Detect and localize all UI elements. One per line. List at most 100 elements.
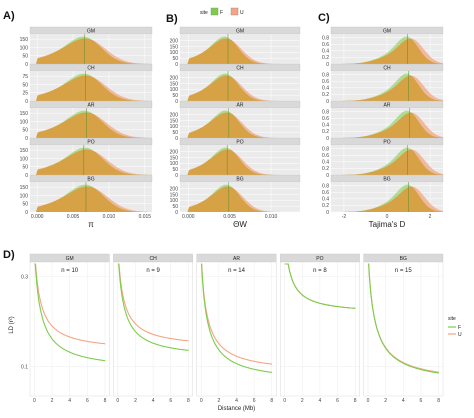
x-tick-label: 4 (152, 398, 155, 404)
ld-curve-U (34, 263, 106, 345)
y-tick-label: 0.2 (322, 92, 329, 98)
y-tick-label: 0.1 (21, 365, 28, 371)
y-tick-label: 50 (22, 128, 28, 134)
x-axis-title: Distance (Mb) (218, 406, 255, 412)
y-tick-label: 0.4 (322, 123, 329, 129)
facet-A-BG: BG 0 50 100 150 0.000 0.005 0.010 0.015 (20, 174, 153, 220)
legend-title: site (448, 316, 456, 322)
panel-letter-a: A) (3, 10, 15, 22)
y-tick-label: 0.8 (322, 35, 329, 41)
ld-facet-GM: GM n = 10 0 2 4 6 8 0.1 0.3 (21, 253, 110, 404)
sample-size-label: n = 15 (395, 268, 413, 274)
y-tick-label: 150 (20, 37, 29, 43)
facet-strip-label: PO (87, 139, 94, 145)
facet-strip-label: CH (236, 65, 244, 71)
x-tick-label: 0.010 (265, 214, 278, 220)
x-tick-label: 8 (187, 398, 190, 404)
y-tick-label: 100 (170, 161, 179, 167)
y-tick-label: 150 (170, 192, 179, 198)
x-tick-label: 0.005 (223, 214, 236, 220)
ld-curve-F (284, 263, 356, 309)
ld-facet-CH: CH n = 9 0 2 4 6 8 (113, 253, 194, 404)
y-tick-label: 50 (22, 54, 28, 60)
y-tick-label: 75 (22, 74, 28, 80)
x-axis-title: ΘW (233, 220, 247, 229)
panel-letter-c: C) (318, 12, 330, 24)
x-tick-label: 2 (51, 398, 54, 404)
facet-strip-label: AR (233, 256, 240, 262)
y-tick-label: 100 (170, 50, 179, 56)
x-tick-label: 6 (336, 398, 339, 404)
y-tick-label: 0 (326, 173, 329, 179)
ld-curve-U (118, 263, 189, 342)
x-tick-label: 0.000 (31, 214, 44, 220)
x-tick-label: 2 (429, 214, 432, 220)
sample-size-label: n = 10 (61, 268, 79, 274)
y-tick-label: 0.6 (322, 42, 329, 48)
y-tick-label: 100 (170, 198, 179, 204)
y-tick-label: 150 (170, 118, 179, 124)
legend-label-U: U (458, 332, 462, 338)
y-tick-label: 150 (170, 81, 179, 87)
x-tick-label: 0 (386, 214, 389, 220)
y-tick-label: 0 (326, 99, 329, 105)
y-tick-label: 0 (25, 99, 28, 105)
facet-strip-label: GM (87, 28, 95, 34)
facet-strip-label: AR (237, 102, 244, 108)
density-overlap (331, 112, 443, 138)
y-tick-label: 0 (25, 210, 28, 216)
facet-strip-label: PO (316, 256, 323, 262)
y-tick-label: 0.4 (322, 86, 329, 92)
x-tick-label: 0.005 (67, 214, 80, 220)
facet-strip-label: BG (383, 176, 390, 182)
y-tick-label: 0.8 (322, 109, 329, 115)
x-tick-label: 2 (384, 398, 387, 404)
ld-curve-F (200, 263, 273, 373)
y-tick-label: 0 (326, 210, 329, 216)
y-tick-label: 50 (172, 130, 178, 136)
y-tick-label: 0.8 (322, 72, 329, 78)
y-tick-label: 100 (20, 45, 29, 51)
sample-size-label: n = 14 (228, 268, 246, 274)
y-tick-label: 200 (170, 75, 179, 81)
x-tick-label: 0 (116, 398, 119, 404)
density-overlap (30, 186, 152, 212)
ld-facet-AR: AR n = 14 0 2 4 6 8 (196, 253, 277, 404)
density-overlap (30, 38, 152, 64)
y-tick-label: 200 (170, 149, 179, 155)
density-overlap (30, 149, 152, 175)
density-overlap (331, 75, 443, 101)
x-tick-label: 8 (104, 398, 107, 404)
panel-letter-d: D) (3, 249, 15, 261)
y-tick-label: 150 (170, 44, 179, 50)
y-tick-label: 50 (172, 56, 178, 62)
y-tick-label: 100 (170, 124, 179, 130)
y-tick-label: 50 (22, 202, 28, 208)
facet-A-AR: AR 0 50 100 150 (20, 100, 153, 142)
x-tick-label: 0 (367, 398, 370, 404)
facet-strip-label: PO (236, 139, 243, 145)
ld-curve-F (368, 263, 439, 374)
y-tick-label: 100 (20, 156, 29, 162)
y-tick-label: 0.6 (322, 79, 329, 85)
y-tick-label: 150 (20, 185, 29, 191)
y-tick-label: 0 (175, 210, 178, 216)
y-tick-label: 0.4 (322, 160, 329, 166)
ld-curve-F (34, 263, 106, 362)
y-tick-label: 0 (326, 62, 329, 68)
density-overlap (180, 75, 300, 101)
y-tick-label: 200 (170, 186, 179, 192)
y-axis-title: LD (r²) (9, 316, 15, 333)
ld-facet-BG: BG n = 15 0 2 4 6 8 (363, 253, 444, 404)
facet-A-GM: GM 0 50 100 150 (20, 26, 153, 68)
x-tick-label: -2 (342, 214, 347, 220)
facet-strip-label: GM (383, 28, 391, 34)
density-overlap (30, 112, 152, 138)
y-tick-label: 150 (20, 111, 29, 117)
y-tick-label: 150 (170, 155, 179, 161)
x-tick-label: 2 (134, 398, 137, 404)
